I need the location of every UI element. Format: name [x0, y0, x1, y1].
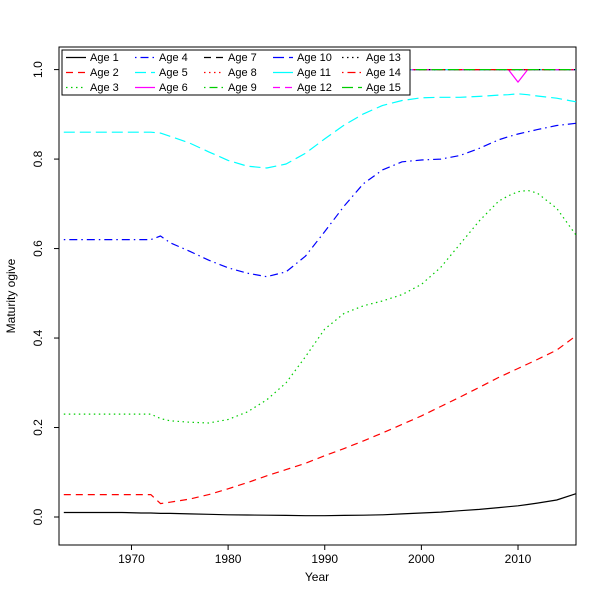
x-tick-label-1990: 1990 — [311, 552, 338, 566]
legend-item-age-5: Age 5 — [135, 67, 188, 79]
legend-item-age-8: Age 8 — [204, 67, 257, 79]
series-line-age-4 — [63, 122, 577, 278]
legend: Age 1 Age 2 Age 3 Age 4 Age 5 Age 6 Age 7 Age 8… — [61, 49, 411, 96]
legend-item-age-1: Age 1 — [66, 52, 119, 64]
legend-label: Age 7 — [228, 52, 257, 64]
x-tick-label-2010: 2010 — [505, 552, 532, 566]
legend-item-age-4: Age 4 — [135, 52, 188, 64]
series-line-age-3 — [63, 189, 577, 424]
x-axis-title: Year — [305, 570, 329, 584]
legend-label: Age 5 — [159, 67, 188, 79]
y-tick-label-0.8: 0.8 — [31, 150, 45, 167]
legend-item-age-11: Age 11 — [273, 67, 331, 79]
legend-label: Age 13 — [366, 52, 401, 64]
y-tick-label-0.6: 0.6 — [31, 240, 45, 257]
axes: 1970 1980 1990 2000 2010 0.0 0.2 0.4 0.6 0.8 1.0 — [31, 46, 577, 566]
y-tick-label-0.2: 0.2 — [31, 419, 45, 436]
legend-item-age-7: Age 7 — [204, 52, 257, 64]
legend-item-age-6: Age 6 — [135, 82, 188, 94]
legend-label: Age 8 — [228, 67, 257, 79]
legend-label: Age 14 — [366, 67, 401, 79]
legend-item-age-13: Age 13 — [342, 52, 401, 64]
legend-label: Age 12 — [297, 82, 332, 94]
legend-item-age-3: Age 3 — [66, 82, 119, 94]
x-tick-label-1970: 1970 — [118, 552, 145, 566]
y-tick-label-1.0: 1.0 — [31, 61, 45, 78]
legend-label: Age 11 — [297, 67, 331, 79]
legend-label: Age 10 — [297, 52, 332, 64]
y-tick-label-0.4: 0.4 — [31, 329, 45, 346]
y-axis-title: Maturity ogive — [4, 258, 18, 333]
legend-label: Age 4 — [159, 52, 188, 64]
legend-label: Age 9 — [228, 82, 257, 94]
legend-item-age-10: Age 10 — [273, 52, 332, 64]
legend-item-age-14: Age 14 — [342, 67, 401, 79]
y-tick-label-0.0: 0.0 — [31, 508, 45, 525]
legend-label: Age 1 — [90, 52, 119, 64]
legend-label: Age 2 — [90, 67, 119, 79]
legend-label: Age 15 — [366, 82, 401, 94]
legend-item-age-9: Age 9 — [204, 82, 257, 94]
series-line-age-1 — [63, 493, 577, 517]
legend-item-age-12: Age 12 — [273, 82, 332, 94]
legend-label: Age 3 — [90, 82, 119, 94]
x-tick-label-1980: 1980 — [215, 552, 242, 566]
legend-item-age-2: Age 2 — [66, 67, 119, 79]
series-lines — [63, 68, 577, 517]
x-tick-label-2000: 2000 — [408, 552, 435, 566]
series-line-age-2 — [63, 335, 577, 505]
plot-box — [58, 46, 577, 546]
legend-item-age-15: Age 15 — [342, 82, 401, 94]
legend-label: Age 6 — [159, 82, 188, 94]
series-line-age-5 — [63, 93, 577, 169]
